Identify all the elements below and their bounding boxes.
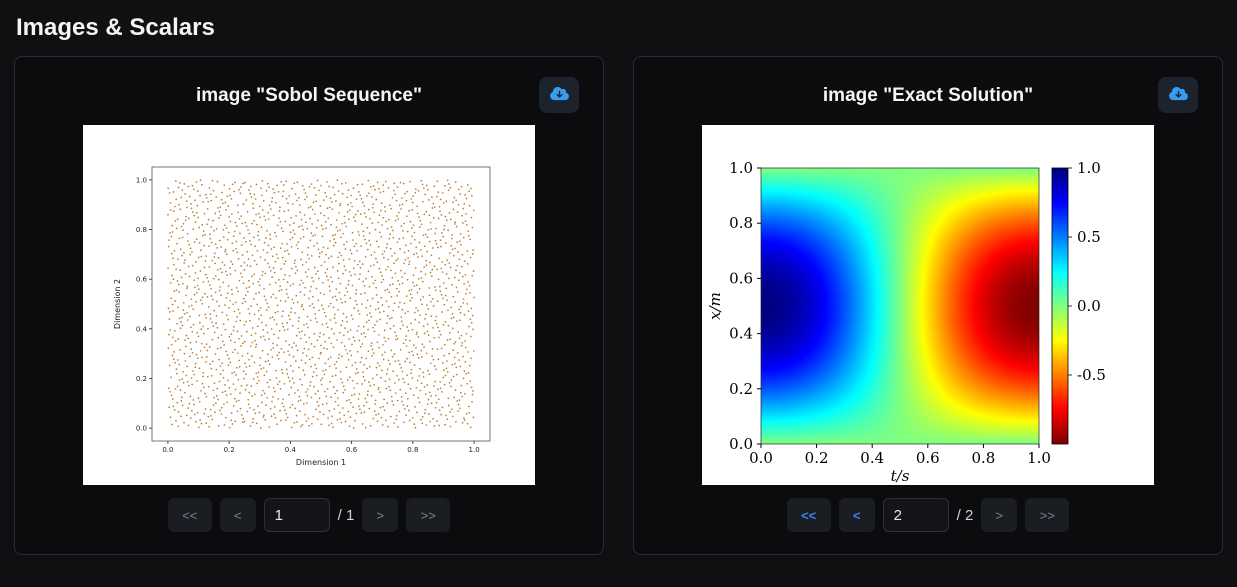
next-page-button[interactable]: > [362, 498, 399, 532]
sobol-sequence-image [83, 125, 535, 485]
page-number-input[interactable] [882, 498, 949, 532]
page-header: Images & Scalars [0, 0, 1237, 52]
last-page-button[interactable]: >> [406, 498, 451, 532]
card-title: image "Exact Solution" [822, 85, 1034, 106]
card-title: image "Sobol Sequence" [195, 85, 422, 106]
prev-page-button[interactable]: < [838, 498, 875, 532]
cards-row: image "Sobol Sequence" << < / 1 > >> ima… [0, 52, 1237, 555]
download-button[interactable] [1158, 77, 1198, 113]
card-sobol-sequence: image "Sobol Sequence" << < / 1 > >> [14, 56, 604, 555]
pager: << < / 2 > >> [634, 498, 1222, 532]
exact-solution-heatmap-plot [702, 125, 1154, 485]
sobol-sequence-scatter-plot [83, 125, 535, 485]
page-total-label: / 2 [956, 506, 974, 524]
download-button[interactable] [539, 77, 579, 113]
last-page-button[interactable]: >> [1025, 498, 1070, 532]
prev-page-button[interactable]: < [219, 498, 256, 532]
pager: << < / 1 > >> [15, 498, 603, 532]
exact-solution-image [702, 125, 1154, 485]
page-number-input[interactable] [263, 498, 330, 532]
first-page-button[interactable]: << [786, 498, 831, 532]
first-page-button[interactable]: << [167, 498, 212, 532]
page-title: Images & Scalars [16, 14, 215, 41]
card-exact-solution: image "Exact Solution" << < / 2 > >> [633, 56, 1223, 555]
cloud-download-icon [1168, 86, 1188, 104]
next-page-button[interactable]: > [981, 498, 1018, 532]
cloud-download-icon [549, 86, 569, 104]
page-total-label: / 1 [337, 506, 355, 524]
